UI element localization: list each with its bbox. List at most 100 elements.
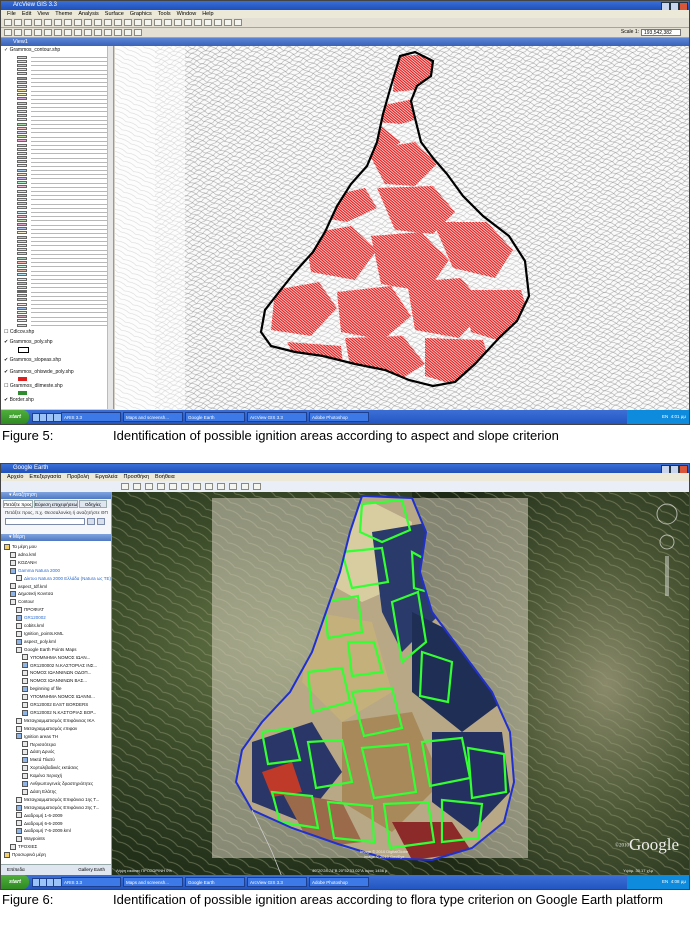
toc-layer-border[interactable]: ✔ Border.shp — [4, 397, 34, 403]
places-tree-item[interactable]: Διαδρομή 7-6-2009.kml — [16, 827, 71, 835]
toolbar-button-icon[interactable] — [194, 19, 202, 26]
taskbar-button[interactable]: ARIS 3.3 — [61, 412, 121, 422]
toolbar-button-icon[interactable] — [64, 29, 72, 36]
toolbar-button-icon[interactable] — [114, 19, 122, 26]
scale-input[interactable]: 193,542,382 — [641, 29, 681, 36]
taskbar-button[interactable]: ARIS 3.3 — [61, 877, 121, 887]
tab-find-businesses[interactable]: Εύρεση επιχειρήσεων — [34, 500, 78, 508]
taskbar-button[interactable]: ArcView GIS 3.3 — [247, 877, 307, 887]
toolbar-button-icon[interactable] — [14, 29, 22, 36]
toolbar-button-icon[interactable] — [184, 19, 192, 26]
menu-item[interactable]: Surface — [104, 11, 124, 17]
menu-item[interactable]: Window — [176, 11, 197, 17]
toolbar-button-icon[interactable] — [204, 19, 212, 26]
quicklaunch-icon[interactable] — [53, 413, 62, 422]
toc-scrollbar[interactable] — [107, 46, 113, 409]
menu-item[interactable]: Εργαλεία — [95, 474, 118, 480]
places-tree-item[interactable]: Ignition_points.KML — [16, 630, 64, 637]
places-tree-item[interactable]: Waypoints — [16, 835, 45, 843]
menu-item[interactable]: Αρχείο — [7, 474, 24, 480]
menu-item[interactable]: Tools — [157, 11, 171, 17]
toolbar-button-icon[interactable] — [4, 29, 12, 36]
toolbar-button-icon[interactable] — [104, 29, 112, 36]
places-tree-item[interactable]: ΤΡΟΧΙΕΣ — [10, 843, 37, 850]
places-tree-item[interactable]: ΥΠΟΜΝΗΜΑ ΝΟΜΟΣ ΙΩΑΝΝΙ... — [22, 693, 95, 700]
toolbar-button-icon[interactable] — [145, 483, 153, 490]
toolbar-button-icon[interactable] — [4, 19, 12, 26]
toolbar-button-icon[interactable] — [54, 19, 62, 26]
places-tree-item[interactable]: Διαδρομή 6-6-2009 — [16, 820, 63, 827]
toc-layer-ohiswde[interactable]: ✔ Grammos_ohiswde_poly.shp — [4, 369, 74, 381]
toolbar-button-icon[interactable] — [114, 29, 122, 36]
search-input[interactable] — [5, 518, 85, 525]
toolbar-button-icon[interactable] — [181, 483, 189, 490]
toc-layer-poly[interactable]: ✔ Grammos_poly.shp — [4, 339, 53, 353]
toolbar-button-icon[interactable] — [154, 19, 162, 26]
places-tree-item[interactable]: Δάση Δρυός — [22, 748, 55, 756]
search-icon[interactable] — [97, 518, 105, 525]
places-tree-item[interactable]: Διαδρομή 1-6-2009 — [16, 812, 63, 819]
taskbar-button[interactable]: Maps and screensh... — [123, 877, 183, 887]
places-tree-item[interactable]: ΚΟΖΑΝΗ — [10, 559, 37, 566]
toolbar-button-icon[interactable] — [253, 483, 261, 490]
taskbar-button[interactable]: ArcView GIS 3.3 — [247, 412, 307, 422]
toolbar-button-icon[interactable] — [241, 483, 249, 490]
menu-item[interactable]: Προσθήκη — [123, 474, 150, 480]
menu-item[interactable]: Προβολή — [67, 474, 90, 480]
toolbar-button-icon[interactable] — [174, 19, 182, 26]
toolbar-button-icon[interactable] — [84, 29, 92, 36]
navigation-controls[interactable] — [656, 503, 678, 596]
toolbar-button-icon[interactable] — [34, 29, 42, 36]
menu-item[interactable]: Help — [202, 11, 214, 17]
places-tree-item[interactable]: Contour — [10, 598, 34, 606]
toolbar-button-icon[interactable] — [94, 19, 102, 26]
toc-layer-contour[interactable]: ✓ Grammos_contour.shp — [4, 47, 61, 53]
earth-3d-view[interactable]: Image © 2010 DigitalGlobe Image © 2010 G… — [112, 492, 689, 875]
tab-fly-to[interactable]: Πετάξτε προς — [3, 500, 33, 508]
toolbar-button-icon[interactable] — [14, 19, 22, 26]
toolbar-button-icon[interactable] — [224, 19, 232, 26]
places-tree-item[interactable]: Καμένα περιοχή — [22, 772, 62, 779]
dropdown-icon[interactable] — [87, 518, 95, 525]
toolbar-button-icon[interactable] — [74, 29, 82, 36]
places-tree-item[interactable]: beginning of file — [22, 685, 62, 692]
toolbar-button-icon[interactable] — [205, 483, 213, 490]
places-tree-item[interactable]: GR1200002 N.ΚΑΣΤΟΡΙΑΣ ΙΝΣ... — [22, 662, 97, 669]
menu-item[interactable]: File — [7, 11, 16, 17]
toc-layer-cdlcov[interactable]: ☐ Cdlcov.shp — [4, 329, 35, 335]
places-tree-item[interactable]: aspect_tdf.kml — [10, 583, 47, 590]
places-tree-item[interactable]: ΝΟΜΟΣ ΙΩΑΝΝΙΝΩΝ ΒΑΣ... — [22, 677, 87, 685]
toolbar-button-icon[interactable] — [34, 19, 42, 26]
menu-item[interactable]: Theme — [55, 11, 73, 17]
toolbar-button-icon[interactable] — [124, 19, 132, 26]
toolbar-button-icon[interactable] — [157, 483, 165, 490]
toc-layer-slopeas[interactable]: ✔ Grammos_slopeas.shp — [4, 357, 62, 363]
toolbar-button-icon[interactable] — [217, 483, 225, 490]
toolbar-button-icon[interactable] — [74, 19, 82, 26]
layers-section[interactable]: Επίπεδα — [7, 867, 25, 872]
menu-item[interactable]: Analysis — [78, 11, 99, 17]
toc-layer-dlimeste[interactable]: ☐ Grammos_dlimeste.shp — [4, 383, 63, 395]
taskbar-button[interactable]: Adobe Photoshop — [309, 877, 369, 887]
toolbar-button-icon[interactable] — [169, 483, 177, 490]
places-tree-item[interactable]: Τα μέρη μου — [4, 543, 37, 550]
toolbar-button-icon[interactable] — [229, 483, 237, 490]
search-section-header[interactable]: ▾ Αναζήτηση — [1, 492, 111, 499]
toolbar-button-icon[interactable] — [44, 19, 52, 26]
toolbar-button-icon[interactable] — [84, 19, 92, 26]
places-tree-item[interactable]: GR120002 — [16, 614, 46, 621]
toolbar-button-icon[interactable] — [234, 19, 242, 26]
toolbar-button-icon[interactable] — [24, 19, 32, 26]
places-tree-item[interactable]: cobits.kml — [16, 622, 44, 629]
places-tree-item[interactable]: Gamma Natura 2000 — [10, 567, 60, 574]
menu-item[interactable]: Επεξεργασία — [29, 474, 62, 480]
menu-item[interactable]: Βοήθεια — [155, 474, 175, 480]
toolbar-button-icon[interactable] — [193, 483, 201, 490]
places-tree-item[interactable]: Μεταγραμματισμός επιφαν — [16, 725, 77, 732]
places-tree-item[interactable]: Δάση Ελάτης — [22, 788, 56, 795]
toolbar-button-icon[interactable] — [54, 29, 62, 36]
places-tree-item[interactable]: GR120002 N.ΚΑΣΤΟΡΙΑΣ ΒΟΡ... — [22, 709, 96, 716]
toolbar-button-icon[interactable] — [94, 29, 102, 36]
taskbar-button[interactable]: Google Earth — [185, 877, 245, 887]
gallery-button[interactable]: Gallery Earth — [78, 867, 105, 872]
